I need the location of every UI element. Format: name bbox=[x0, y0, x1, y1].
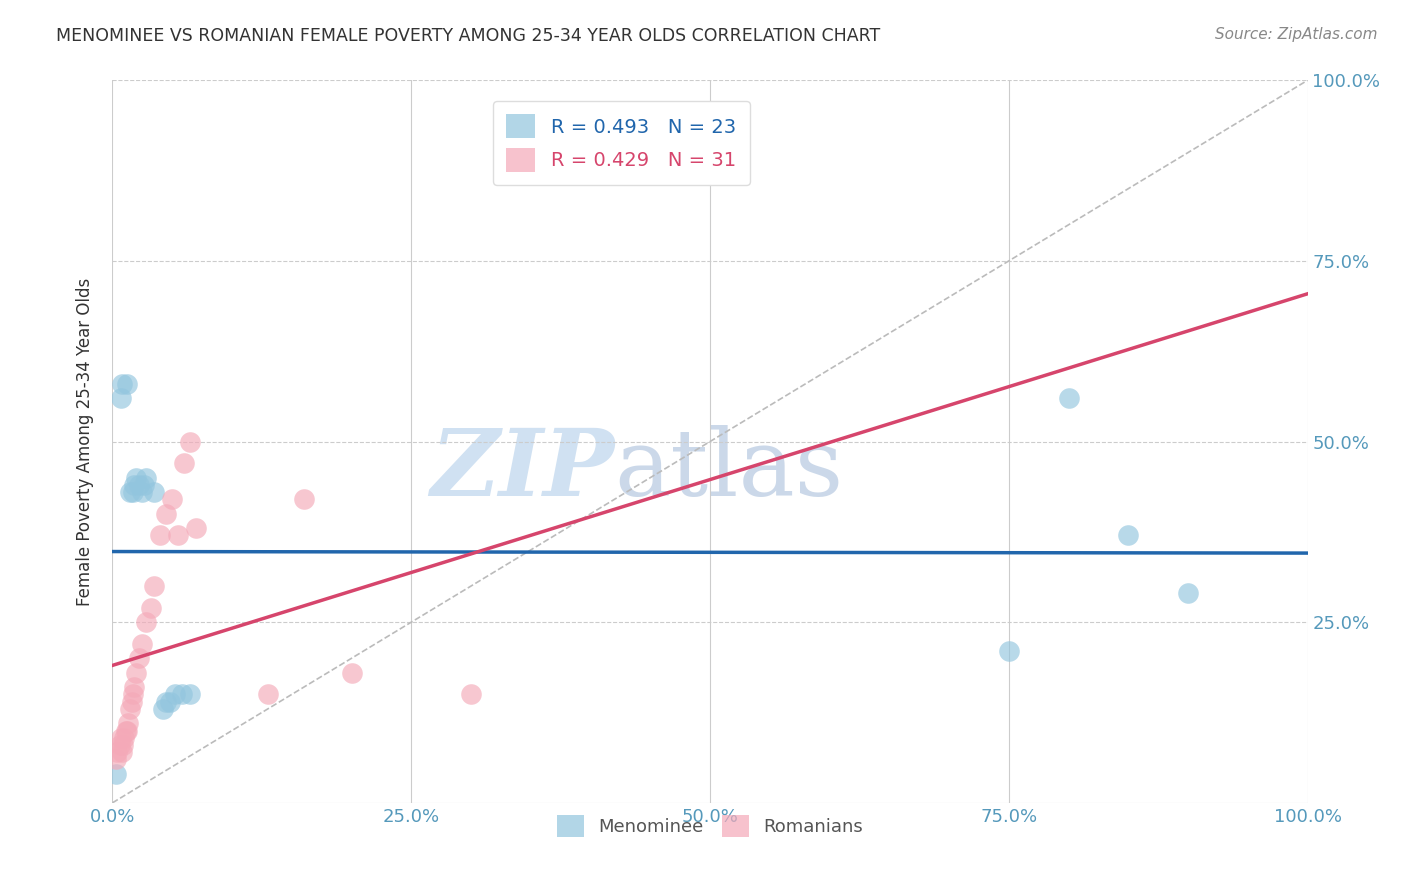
Point bbox=[998, 644, 1021, 658]
Point bbox=[132, 478, 155, 492]
Point bbox=[121, 695, 143, 709]
Point bbox=[114, 723, 136, 738]
Y-axis label: Female Poverty Among 25-34 Year Olds: Female Poverty Among 25-34 Year Olds bbox=[76, 277, 94, 606]
Point bbox=[292, 492, 315, 507]
Point bbox=[111, 376, 134, 391]
Point bbox=[179, 687, 201, 701]
Point bbox=[105, 752, 128, 766]
Point bbox=[159, 695, 181, 709]
Point bbox=[110, 391, 132, 405]
Point bbox=[125, 665, 148, 680]
Point bbox=[162, 492, 183, 507]
Point bbox=[115, 376, 138, 391]
Point bbox=[167, 528, 190, 542]
Point bbox=[135, 470, 157, 484]
Point bbox=[340, 665, 363, 680]
Point bbox=[1057, 391, 1080, 405]
Point bbox=[125, 470, 148, 484]
Point bbox=[114, 731, 135, 745]
Point bbox=[155, 695, 177, 709]
Point bbox=[110, 731, 132, 745]
Point bbox=[1177, 586, 1199, 600]
Point bbox=[257, 687, 280, 701]
Point bbox=[460, 687, 482, 701]
Point bbox=[117, 716, 139, 731]
Point bbox=[122, 478, 145, 492]
Point bbox=[143, 579, 166, 593]
Point bbox=[108, 738, 131, 752]
Point bbox=[105, 767, 128, 781]
Point bbox=[115, 723, 138, 738]
Point bbox=[120, 702, 142, 716]
Point bbox=[128, 651, 150, 665]
Point bbox=[135, 615, 157, 630]
Point bbox=[131, 637, 153, 651]
Legend: Menominee, Romanians: Menominee, Romanians bbox=[550, 808, 870, 845]
Point bbox=[186, 521, 208, 535]
Point bbox=[121, 687, 143, 701]
Point bbox=[152, 702, 174, 716]
Point bbox=[179, 434, 201, 449]
Point bbox=[143, 485, 166, 500]
Point bbox=[111, 745, 134, 759]
Point bbox=[131, 485, 153, 500]
Text: Source: ZipAtlas.com: Source: ZipAtlas.com bbox=[1215, 27, 1378, 42]
Point bbox=[1118, 528, 1140, 542]
Point bbox=[128, 478, 150, 492]
Text: ZIP: ZIP bbox=[430, 425, 614, 516]
Point bbox=[173, 456, 195, 470]
Point bbox=[105, 745, 128, 759]
Point bbox=[155, 507, 177, 521]
Point bbox=[139, 600, 162, 615]
Point bbox=[121, 485, 143, 500]
Point bbox=[112, 738, 135, 752]
Point bbox=[163, 687, 186, 701]
Text: MENOMINEE VS ROMANIAN FEMALE POVERTY AMONG 25-34 YEAR OLDS CORRELATION CHART: MENOMINEE VS ROMANIAN FEMALE POVERTY AMO… bbox=[56, 27, 880, 45]
Text: atlas: atlas bbox=[614, 425, 844, 516]
Point bbox=[170, 687, 193, 701]
Point bbox=[149, 528, 172, 542]
Point bbox=[122, 680, 145, 694]
Point bbox=[120, 485, 142, 500]
